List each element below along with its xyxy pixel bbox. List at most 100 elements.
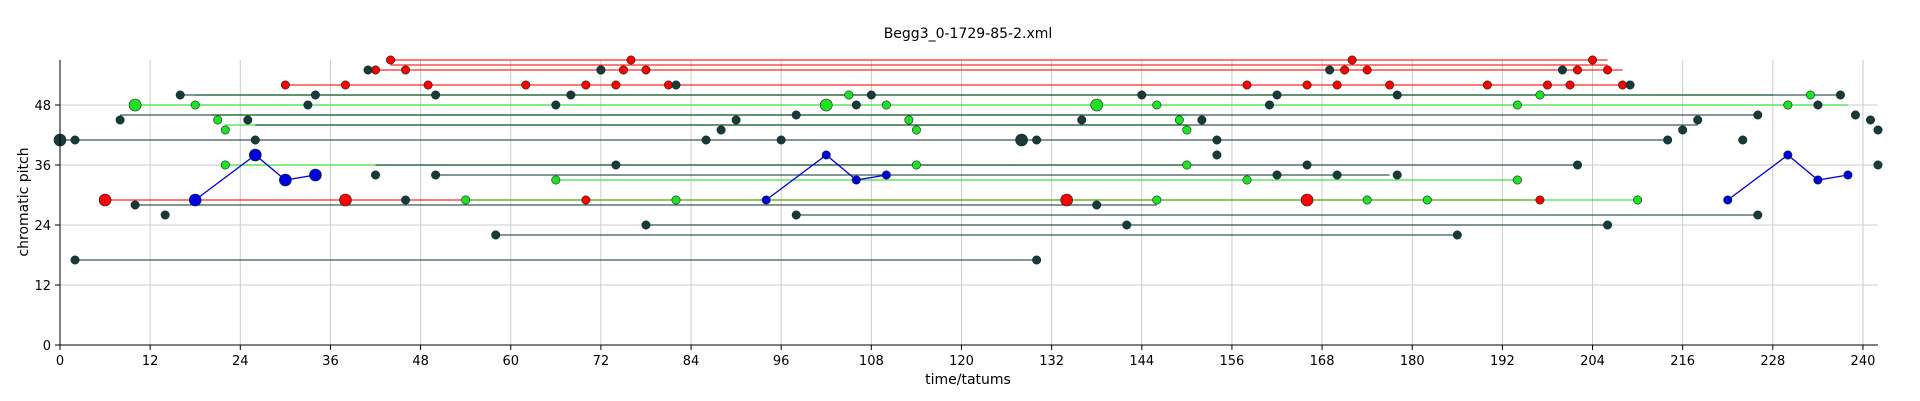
note-onset-point: [1362, 65, 1372, 75]
note-onset-point: [1362, 195, 1372, 205]
note-onset-point: [1137, 90, 1147, 100]
x-tick-label: 204: [1580, 354, 1605, 369]
note-onset-point: [1663, 135, 1673, 145]
x-tick-label: 12: [142, 354, 159, 369]
note-onset-point: [371, 170, 381, 180]
note-onset-point: [641, 220, 651, 230]
note-onset-point: [1482, 80, 1492, 90]
note-onset-point: [1332, 170, 1342, 180]
note-onset-point: [1625, 80, 1635, 90]
note-onset-point: [1835, 90, 1845, 100]
note-onset-point: [1588, 55, 1598, 65]
x-tick-label: 168: [1310, 354, 1335, 369]
axes: 0 12 24 36 48 60 72 84 96 108 120 132 144 156 168 180 19…: [34, 60, 1878, 369]
note-onset-point: [280, 80, 290, 90]
note-onset-points: [53, 55, 1883, 265]
note-onset-point: [1422, 195, 1432, 205]
note-onset-point: [1392, 170, 1402, 180]
note-onset-point: [1197, 115, 1207, 125]
note-onset-point: [339, 193, 352, 207]
note-onset-point: [881, 170, 891, 180]
note-onset-point: [819, 98, 833, 112]
note-onset-point: [98, 193, 112, 207]
note-onset-point: [1535, 90, 1545, 100]
note-onset-point: [309, 168, 322, 182]
note-onset-point: [1092, 200, 1102, 210]
y-axis-label: chromatic pitch: [16, 147, 32, 256]
note-onset-point: [1813, 100, 1823, 110]
note-onset-point: [1152, 100, 1162, 110]
note-onset-point: [1603, 220, 1613, 230]
note-onset-point: [1843, 170, 1853, 180]
x-tick-label: 132: [1039, 354, 1064, 369]
note-onset-point: [310, 90, 320, 100]
y-tick-label: 36: [34, 159, 51, 174]
x-tick-label: 144: [1129, 354, 1154, 369]
note-onset-point: [1347, 55, 1357, 65]
note-onset-point: [1573, 160, 1583, 170]
note-onset-point: [1264, 100, 1274, 110]
note-onset-point: [731, 115, 741, 125]
note-onset-point: [423, 80, 433, 90]
note-onset-point: [1060, 193, 1073, 207]
x-tick-label: 108: [859, 354, 884, 369]
x-tick-label: 216: [1670, 354, 1695, 369]
note-onset-point: [401, 65, 411, 75]
note-onset-point: [1302, 80, 1312, 90]
note-onset-point: [363, 65, 373, 75]
note-onset-point: [911, 125, 921, 135]
note-onset-point: [213, 115, 223, 125]
note-onset-point: [190, 100, 200, 110]
note-onset-point: [1873, 160, 1883, 170]
note-onset-point: [626, 55, 636, 65]
note-onset-point: [551, 175, 561, 185]
note-onset-point: [911, 160, 921, 170]
x-tick-label: 48: [412, 354, 429, 369]
x-tick-label: 240: [1851, 354, 1876, 369]
note-onset-point: [431, 90, 441, 100]
note-onset-point: [1242, 175, 1252, 185]
note-onset-point: [128, 98, 142, 112]
note-onset-point: [664, 80, 674, 90]
note-onset-point: [386, 55, 396, 65]
note-onset-point: [1865, 115, 1875, 125]
y-tick-label: 0: [43, 339, 51, 354]
melody-contour-line: [194, 154, 316, 201]
note-onset-point: [1090, 98, 1104, 112]
note-onset-point: [1325, 65, 1335, 75]
note-onset-point: [521, 80, 531, 90]
note-onset-point: [1603, 65, 1613, 75]
note-onset-point: [1300, 193, 1314, 207]
note-onset-point: [1182, 160, 1192, 170]
note-onset-point: [1385, 80, 1395, 90]
note-onset-point: [1633, 195, 1643, 205]
note-onset-point: [1678, 125, 1688, 135]
x-tick-label: 24: [232, 354, 249, 369]
note-onset-point: [1340, 65, 1350, 75]
note-onset-point: [761, 195, 771, 205]
x-tick-label: 72: [593, 354, 610, 369]
note-onset-point: [70, 135, 80, 145]
note-onset-point: [220, 125, 230, 135]
note-onset-point: [1077, 115, 1087, 125]
note-onset-point: [175, 90, 185, 100]
note-onset-point: [1565, 80, 1575, 90]
note-onset-point: [821, 150, 831, 160]
note-onset-point: [776, 135, 786, 145]
x-tick-label: 96: [773, 354, 790, 369]
note-onset-point: [551, 100, 561, 110]
note-onset-point: [1182, 125, 1192, 135]
note-onset-point: [1557, 65, 1567, 75]
note-onset-point: [1302, 160, 1312, 170]
note-onset-point: [188, 193, 202, 207]
note-onset-point: [851, 100, 861, 110]
note-onset-point: [701, 135, 711, 145]
note-onset-point: [220, 160, 230, 170]
note-onset-point: [1542, 80, 1552, 90]
note-onset-point: [566, 90, 576, 100]
melody-contour-line: [765, 154, 887, 201]
melody-lines: [194, 154, 1849, 201]
note-onset-point: [881, 100, 891, 110]
